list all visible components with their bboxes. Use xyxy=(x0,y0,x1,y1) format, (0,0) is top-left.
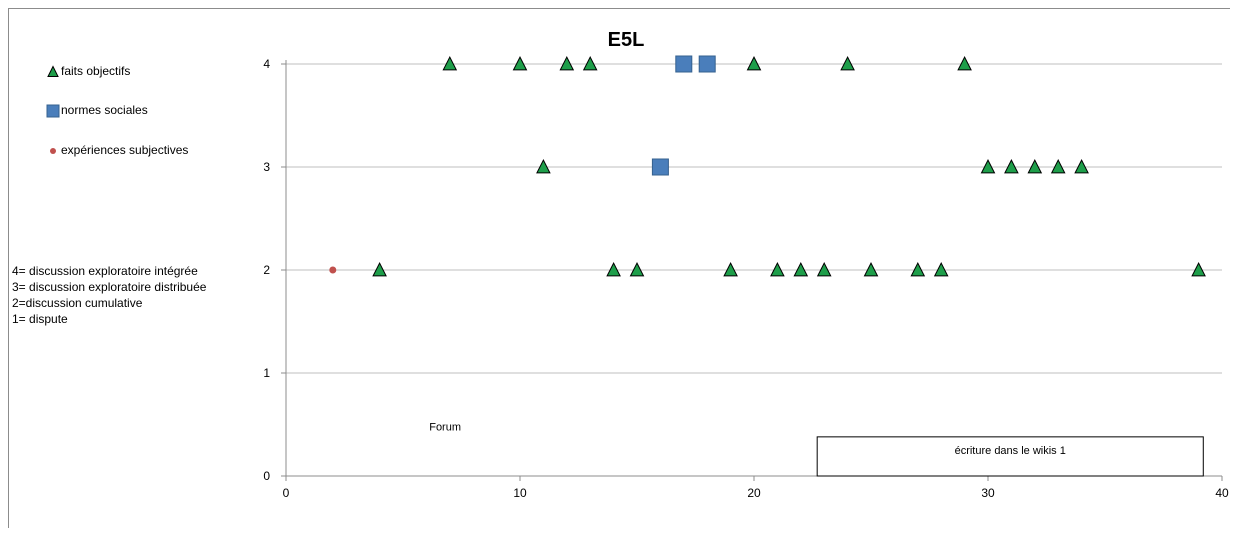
scale-note-4: 4= discussion exploratoire intégrée xyxy=(12,264,198,278)
x-tick-label-30: 30 xyxy=(981,486,995,500)
point-s0-16 xyxy=(933,262,949,277)
y-tick-label-2: 2 xyxy=(263,263,270,277)
point-s0-17 xyxy=(957,56,972,71)
point-s1-2 xyxy=(698,55,716,73)
scale-note-3: 3= discussion exploratoire distribuée xyxy=(12,280,207,294)
x-tick-label-40: 40 xyxy=(1215,486,1229,500)
point-s0-11 xyxy=(793,262,809,277)
legend-marker-2 xyxy=(50,148,56,154)
legend-label-1: normes sociales xyxy=(61,103,148,117)
point-s0-7 xyxy=(629,262,645,277)
point-s0-19 xyxy=(1004,159,1019,174)
y-tick-label-0: 0 xyxy=(263,469,270,483)
point-s0-15 xyxy=(910,262,926,277)
legend-label-2: expériences subjectives xyxy=(61,143,189,157)
point-s0-8 xyxy=(723,262,738,277)
point-s2-0 xyxy=(329,266,337,274)
legend-marker-0 xyxy=(47,65,59,77)
point-s0-23 xyxy=(1191,262,1206,277)
y-tick-label-4: 4 xyxy=(263,57,270,71)
point-s0-18 xyxy=(980,159,996,174)
point-s0-13 xyxy=(840,56,855,71)
point-s0-12 xyxy=(816,262,832,277)
point-s0-20 xyxy=(1027,159,1043,174)
chart-frame xyxy=(8,8,1230,528)
point-s0-6 xyxy=(606,262,621,277)
point-s0-4 xyxy=(559,56,575,71)
point-s0-5 xyxy=(582,56,598,71)
point-s0-22 xyxy=(1074,159,1089,174)
x-tick-label-20: 20 xyxy=(747,486,761,500)
annotation-label-1: écriture dans le wikis 1 xyxy=(955,445,1066,457)
annotation-label-0: Forum xyxy=(429,421,461,433)
point-s1-1 xyxy=(675,55,693,73)
point-s0-21 xyxy=(1050,159,1066,174)
point-s0-1 xyxy=(442,56,458,71)
chart-title: E5L xyxy=(608,29,645,51)
legend-marker-1 xyxy=(46,104,60,118)
point-s0-3 xyxy=(536,159,551,174)
point-s0-14 xyxy=(863,262,879,277)
annotation-box-1 xyxy=(816,436,1204,477)
y-tick-label-1: 1 xyxy=(263,366,270,380)
point-s0-2 xyxy=(512,56,528,71)
point-s1-0 xyxy=(651,158,669,176)
scale-note-1: 1= dispute xyxy=(12,312,68,326)
legend-label-0: faits objectifs xyxy=(61,64,131,78)
point-s0-9 xyxy=(746,56,762,71)
x-tick-label-0: 0 xyxy=(283,486,290,500)
scale-note-2: 2=discussion cumulative xyxy=(12,296,143,310)
x-tick-label-10: 10 xyxy=(513,486,527,500)
point-s0-10 xyxy=(770,262,785,277)
y-tick-label-3: 3 xyxy=(263,160,270,174)
point-s0-0 xyxy=(372,262,387,277)
